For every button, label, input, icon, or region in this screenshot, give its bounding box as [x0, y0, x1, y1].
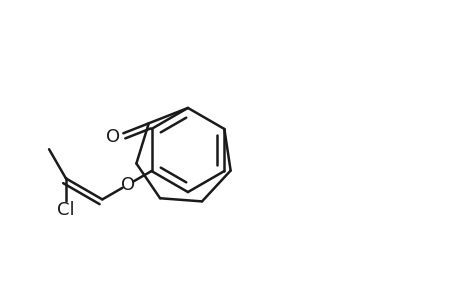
Text: O: O [106, 128, 120, 146]
Text: Cl: Cl [57, 201, 74, 219]
Text: O: O [121, 176, 134, 194]
